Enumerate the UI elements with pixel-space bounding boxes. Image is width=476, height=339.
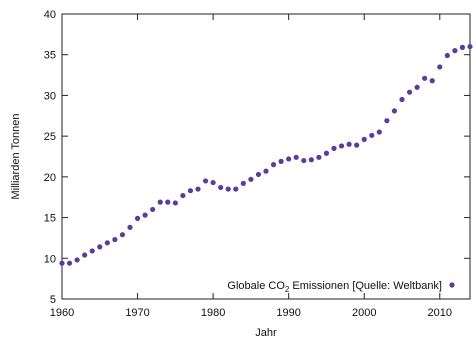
data-point bbox=[172, 200, 178, 206]
data-point bbox=[308, 157, 314, 163]
data-point bbox=[406, 89, 413, 95]
data-point bbox=[263, 168, 269, 174]
data-point bbox=[255, 171, 262, 178]
data-point bbox=[187, 188, 194, 194]
data-point bbox=[278, 158, 284, 164]
data-point bbox=[119, 232, 126, 238]
y-tick-label: 10 bbox=[44, 253, 56, 265]
data-point bbox=[437, 64, 443, 70]
y-tick-label: 35 bbox=[44, 50, 56, 62]
data-point bbox=[150, 206, 156, 213]
x-axis-title: Jahr bbox=[255, 327, 277, 339]
data-point bbox=[218, 184, 224, 191]
data-point bbox=[361, 136, 367, 142]
data-point bbox=[331, 145, 337, 151]
legend-label-part-before: Globale CO bbox=[227, 280, 285, 292]
x-tick-label: 1970 bbox=[125, 307, 149, 319]
data-point bbox=[210, 179, 216, 186]
data-point bbox=[369, 132, 375, 138]
x-tick-label: 1980 bbox=[201, 307, 225, 319]
y-axis-title: Milliarden Tonnen bbox=[10, 113, 22, 199]
data-point bbox=[180, 192, 186, 199]
legend-label: Globale CO2 Emissionen [Quelle: Weltbank… bbox=[227, 280, 442, 294]
data-point bbox=[112, 236, 118, 243]
data-point bbox=[384, 118, 390, 124]
data-point bbox=[233, 186, 239, 192]
plot-area-border bbox=[61, 13, 471, 300]
data-points bbox=[59, 43, 473, 266]
x-tick-label: 1960 bbox=[50, 307, 74, 319]
data-point bbox=[157, 199, 163, 205]
data-point bbox=[346, 141, 352, 147]
data-point bbox=[323, 150, 330, 156]
y-tick-label: 20 bbox=[44, 172, 56, 184]
legend: Globale CO2 Emissionen [Quelle: Weltbank… bbox=[227, 280, 455, 294]
data-point bbox=[97, 244, 103, 250]
data-point bbox=[316, 154, 322, 160]
data-point bbox=[301, 157, 307, 164]
legend-marker bbox=[449, 282, 455, 288]
plot-frame bbox=[61, 13, 471, 300]
y-axis: 5 10 15 20 25 30 35 40 bbox=[44, 9, 470, 306]
legend-label-part-after: Emissionen [Quelle: Weltbank] bbox=[289, 280, 442, 292]
y-tick-label: 15 bbox=[44, 213, 56, 225]
data-point bbox=[225, 186, 231, 192]
data-point bbox=[467, 43, 473, 50]
data-point bbox=[414, 84, 420, 90]
data-point bbox=[444, 52, 450, 59]
x-tick-label: 1990 bbox=[276, 307, 300, 319]
data-point bbox=[376, 129, 382, 135]
data-point bbox=[134, 215, 141, 221]
data-point bbox=[270, 162, 277, 168]
y-tick-label: 25 bbox=[44, 131, 56, 143]
data-point bbox=[202, 178, 209, 184]
data-point bbox=[240, 180, 246, 186]
data-point bbox=[165, 199, 171, 205]
y-tick-label: 5 bbox=[50, 294, 56, 306]
data-point bbox=[195, 186, 201, 192]
data-point bbox=[248, 176, 254, 182]
x-tick-label: 2000 bbox=[352, 307, 376, 319]
data-point bbox=[422, 75, 428, 81]
data-point bbox=[391, 108, 398, 114]
y-tick-label: 30 bbox=[44, 90, 56, 102]
data-point bbox=[59, 260, 65, 266]
data-point bbox=[429, 78, 435, 84]
data-point bbox=[399, 96, 405, 103]
data-point bbox=[354, 142, 360, 148]
data-point bbox=[104, 240, 110, 246]
data-point bbox=[89, 248, 95, 254]
data-point bbox=[293, 154, 299, 160]
data-point bbox=[459, 44, 466, 50]
x-tick-label: 2010 bbox=[428, 307, 452, 319]
data-point bbox=[452, 48, 458, 54]
legend-label-subscript: 2 bbox=[285, 285, 290, 294]
data-point bbox=[82, 252, 88, 258]
data-point bbox=[74, 257, 80, 263]
data-point bbox=[66, 260, 73, 266]
data-point bbox=[127, 224, 133, 230]
data-point bbox=[142, 212, 148, 218]
y-tick-label: 40 bbox=[44, 9, 56, 21]
data-point bbox=[286, 156, 292, 162]
data-point bbox=[338, 143, 345, 149]
x-axis: 1960 1970 1980 1990 2000 2010 bbox=[50, 14, 452, 319]
